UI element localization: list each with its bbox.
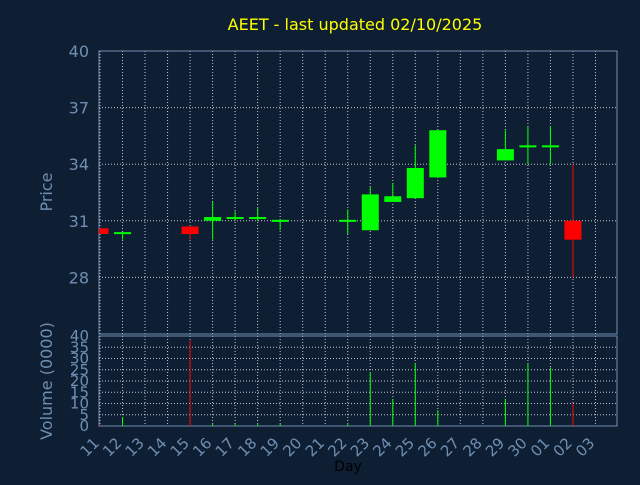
price-y-tick-label: 28 xyxy=(69,268,89,287)
candle-body xyxy=(249,217,267,220)
price-axis-label: Price xyxy=(37,172,56,211)
volume-y-tick-label: 0 xyxy=(79,417,89,435)
x-axis-label: Day xyxy=(334,459,362,475)
price-y-tick-label: 34 xyxy=(69,155,89,174)
x-tick-labels: 1112131415161718192021222324252627282930… xyxy=(77,434,599,460)
candle-body xyxy=(429,130,447,178)
volume-grid xyxy=(99,335,617,427)
candle-body xyxy=(519,145,537,148)
candle-body xyxy=(114,232,132,235)
price-y-tick-label: 37 xyxy=(69,99,89,118)
price-panel-frame xyxy=(98,50,618,335)
price-y-tick-label: 31 xyxy=(69,212,89,231)
candle-body xyxy=(496,149,514,161)
candle-body xyxy=(406,167,424,199)
volume-panel-frame xyxy=(98,335,618,427)
candle-body xyxy=(181,226,199,235)
volume-y-tick-label: 40 xyxy=(70,327,89,345)
chart-title: AEET - last updated 02/10/2025 xyxy=(228,15,483,34)
volume-y-tick-label: 35 xyxy=(70,338,89,356)
volume-series xyxy=(99,340,574,426)
volume-y-tick-label: 20 xyxy=(70,372,89,390)
candle-body xyxy=(204,217,222,221)
volume-y-tick-label: 25 xyxy=(70,361,89,379)
price-y-tick-labels: 28 31 34 37 40 xyxy=(69,42,89,287)
x-tick-label: 03 xyxy=(572,434,598,460)
candlestick-series xyxy=(99,126,582,278)
price-y-tick-label: 40 xyxy=(69,42,89,61)
candle-body xyxy=(339,219,357,222)
volume-axis-label: Volume (0000) xyxy=(37,322,56,440)
volume-y-tick-label: 10 xyxy=(70,395,89,413)
price-grid xyxy=(99,50,617,334)
candle-body xyxy=(271,219,289,222)
candle-body xyxy=(99,228,109,235)
candle-body xyxy=(226,217,244,220)
volume-y-tick-label: 30 xyxy=(70,350,89,368)
volume-y-tick-label: 15 xyxy=(70,383,89,401)
volume-y-tick-label: 5 xyxy=(79,406,89,424)
candle-body xyxy=(361,194,379,231)
candle-body xyxy=(384,196,402,202)
candle-body xyxy=(541,145,559,148)
candle-body xyxy=(564,220,582,240)
